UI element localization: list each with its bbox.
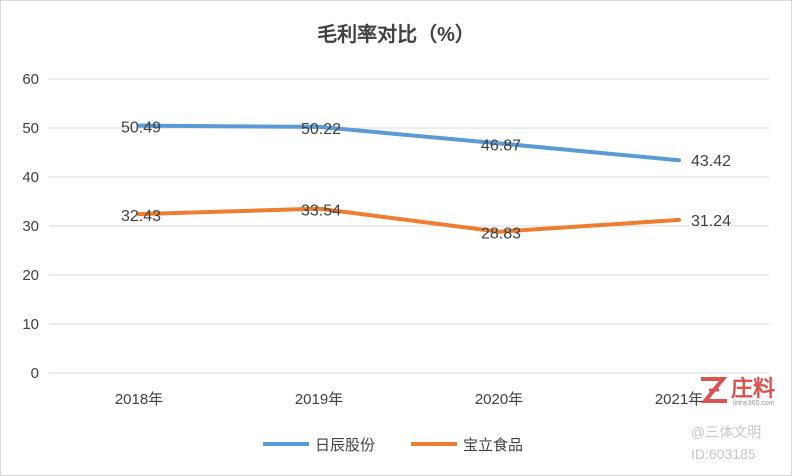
watermark-brand: 庄料 <box>731 376 775 402</box>
data-label: 33.54 <box>301 203 341 220</box>
legend-label: 宝立食品 <box>463 437 523 454</box>
series-line-1 <box>137 123 681 163</box>
legend: 日辰股份 宝立食品 <box>263 437 523 454</box>
x-tick-label: 2020年 <box>475 391 523 408</box>
brand-logo-icon <box>700 377 728 403</box>
x-tick-label: 2019年 <box>295 391 343 408</box>
data-label: 28.83 <box>481 226 521 243</box>
data-label: 50.22 <box>301 121 341 138</box>
data-label: 50.49 <box>121 120 161 137</box>
legend-label: 日辰股份 <box>315 437 375 454</box>
x-tick-label: 2021年 <box>655 391 703 408</box>
data-label: 43.42 <box>691 153 731 170</box>
series-line-2 <box>137 206 681 234</box>
y-tick-label: 60 <box>22 71 39 88</box>
watermark-credit: @三体文明 <box>691 424 761 440</box>
y-axis-ticks: 0 10 20 30 40 50 60 <box>22 71 39 382</box>
chart-title: 毛利率对比（%） <box>317 22 475 46</box>
watermark: 庄料 linhe365.com @三体文明 ID:603185 <box>691 376 775 462</box>
series-layer <box>137 123 681 234</box>
x-tick-label: 2018年 <box>115 391 163 408</box>
y-tick-label: 40 <box>22 169 39 186</box>
data-labels: 50.49 50.22 46.87 43.42 32.43 33.54 28.83 31.24 <box>121 120 731 243</box>
data-label: 32.43 <box>121 208 161 225</box>
watermark-site: linhe365.com <box>733 400 775 407</box>
y-tick-label: 30 <box>22 218 39 235</box>
y-tick-label: 50 <box>22 120 39 137</box>
data-label: 31.24 <box>691 213 731 230</box>
x-axis-ticks: 2018年 2019年 2020年 2021年 <box>115 391 703 408</box>
y-tick-label: 0 <box>31 365 39 382</box>
y-tick-label: 20 <box>22 267 39 284</box>
grid-layer <box>49 78 769 374</box>
data-label: 46.87 <box>481 137 521 154</box>
watermark-id: ID:603185 <box>691 446 756 462</box>
y-tick-label: 10 <box>22 316 39 333</box>
